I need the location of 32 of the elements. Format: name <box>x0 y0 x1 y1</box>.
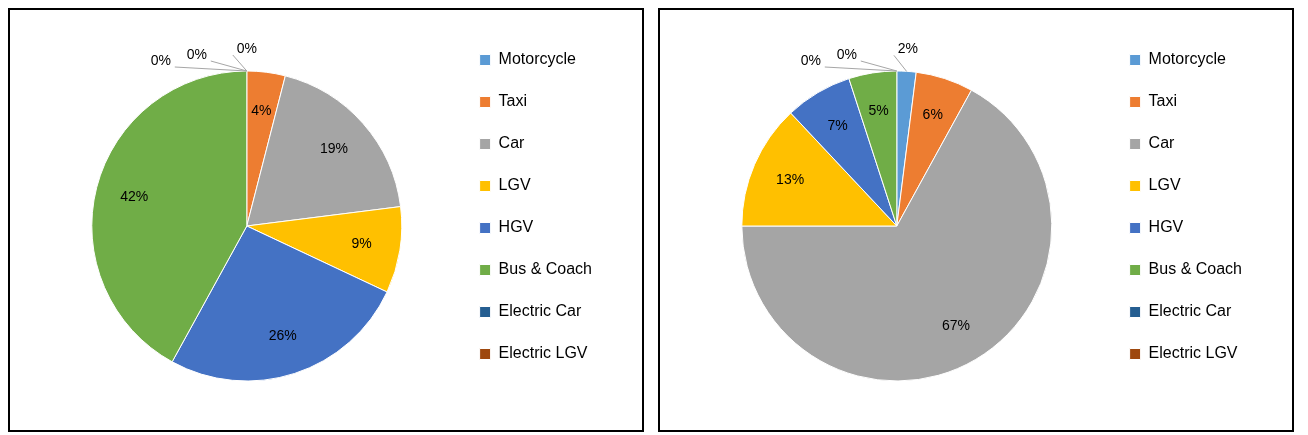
data-label: 42% <box>120 187 149 204</box>
legend-label: Taxi <box>498 92 528 110</box>
data-label: 9% <box>351 235 372 252</box>
text: 0% <box>800 51 821 68</box>
data-label: 67% <box>941 316 970 333</box>
legend-label: Bus & Coach <box>498 260 593 278</box>
legend-label: LGV <box>1148 176 1181 194</box>
legend-label: Electric LGV <box>498 344 588 362</box>
legend-label: LGV <box>498 176 531 194</box>
legend-label: Taxi <box>1148 92 1178 110</box>
legend-label: Car <box>498 134 526 152</box>
legend-label: Electric Car <box>498 302 582 320</box>
data-label: 4% <box>251 101 272 118</box>
legend-label: HGV <box>498 218 534 236</box>
text: 0% <box>236 39 257 56</box>
text: 0% <box>836 45 857 62</box>
text: 0% <box>150 51 171 68</box>
data-label: 13% <box>776 170 805 187</box>
legend-label: Car <box>1148 134 1176 152</box>
data-label: 7% <box>827 116 848 133</box>
data-label: 5% <box>868 102 889 119</box>
data-label: 19% <box>319 139 349 156</box>
legend-label: Bus & Coach <box>1148 260 1243 278</box>
data-label: 26% <box>268 327 297 344</box>
legend-label: Electric LGV <box>1148 344 1238 362</box>
legend-label: Motorcycle <box>498 50 577 68</box>
text: 0% <box>186 45 207 62</box>
data-label: 6% <box>922 106 943 123</box>
legend-label: Motorcycle <box>1148 50 1227 68</box>
legend-label: HGV <box>1148 218 1184 236</box>
data-label: 2% <box>897 40 919 57</box>
legend-label: Electric Car <box>1148 302 1232 320</box>
